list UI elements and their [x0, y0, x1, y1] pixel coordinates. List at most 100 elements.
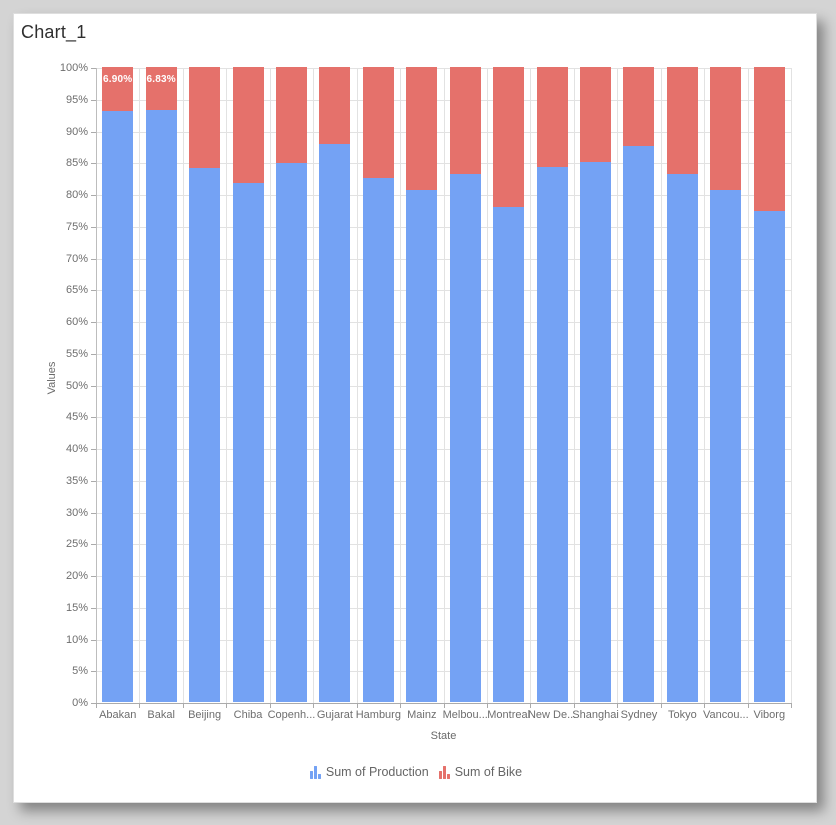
- bar-segment-bike[interactable]: [362, 67, 394, 179]
- stacked-bar: [580, 67, 612, 702]
- bar-segment-bike[interactable]: [666, 67, 698, 174]
- h-gridline: [96, 671, 791, 672]
- h-gridline: [96, 132, 791, 133]
- y-tick-label: 0%: [72, 697, 88, 709]
- stacked-bar: [145, 67, 177, 702]
- legend-item-production[interactable]: Sum of Production: [309, 765, 429, 779]
- bar-segment-bike[interactable]: [493, 67, 525, 207]
- y-axis-tick: [91, 68, 96, 69]
- legend-label-bike: Sum of Bike: [454, 765, 523, 779]
- h-gridline: [96, 195, 791, 196]
- x-axis-tick: [487, 703, 488, 708]
- h-gridline: [96, 544, 791, 545]
- column-chart-icon: [309, 765, 321, 779]
- bar-segment-bike[interactable]: [145, 67, 177, 111]
- stacked-bar: [536, 67, 568, 702]
- x-tick-label: Copenh...: [267, 709, 316, 721]
- bar-segment-production[interactable]: [710, 190, 742, 702]
- x-axis-tick: [530, 703, 531, 708]
- stacked-bar: [319, 67, 351, 702]
- y-tick-label: 95%: [65, 94, 88, 106]
- h-gridline: [96, 608, 791, 609]
- bar-segment-production[interactable]: [666, 173, 698, 702]
- y-tick-label: 50%: [65, 380, 88, 392]
- x-axis-tick: [704, 703, 705, 708]
- bar-segment-production[interactable]: [406, 190, 438, 702]
- bar-segment-production[interactable]: [275, 162, 307, 702]
- bar-segment-production[interactable]: [362, 178, 394, 702]
- bar-segment-production[interactable]: [753, 211, 785, 702]
- bar-segment-bike[interactable]: [319, 67, 351, 144]
- y-tick-label: 35%: [65, 475, 88, 487]
- h-gridline: [96, 100, 791, 101]
- y-axis-tick: [91, 608, 96, 609]
- chart-title: Chart_1: [21, 22, 87, 42]
- h-gridline: [96, 513, 791, 514]
- legend-item-bike[interactable]: Sum of Bike: [438, 765, 523, 779]
- y-axis-tick: [91, 163, 96, 164]
- bar-segment-production[interactable]: [536, 167, 568, 702]
- x-tick-label: Chiba: [233, 709, 263, 721]
- x-tick-label: Mainz: [407, 709, 437, 721]
- bar-segment-bike[interactable]: [189, 67, 221, 168]
- h-gridline: [96, 640, 791, 641]
- x-tick-label: Vancou...: [703, 709, 749, 721]
- h-gridline: [96, 576, 791, 577]
- y-tick-label: 40%: [65, 443, 88, 455]
- y-tick-label: 5%: [72, 665, 88, 677]
- x-axis-tick: [617, 703, 618, 708]
- stacked-bar: [753, 67, 785, 702]
- v-gridline: [748, 68, 749, 703]
- bar-segment-production[interactable]: [189, 167, 221, 702]
- bar-segment-production[interactable]: [623, 146, 655, 702]
- stacked-bar: [232, 67, 264, 702]
- y-tick-label: 30%: [65, 507, 88, 519]
- v-gridline: [617, 68, 618, 703]
- y-axis-tick: [91, 100, 96, 101]
- bar-segment-bike[interactable]: [623, 67, 655, 147]
- x-tick-label: Bakal: [147, 709, 175, 721]
- legend-label-production: Sum of Production: [325, 765, 429, 779]
- y-axis-tick: [91, 671, 96, 672]
- bar-segment-bike[interactable]: [710, 67, 742, 191]
- bar-segment-bike[interactable]: [406, 67, 438, 191]
- legend: Sum of Production Sum of Bike: [14, 765, 818, 779]
- stacked-bar: [710, 67, 742, 702]
- bar-segment-bike[interactable]: [449, 67, 481, 174]
- bar-segment-production[interactable]: [493, 206, 525, 702]
- bar-segment-production[interactable]: [319, 143, 351, 702]
- v-gridline: [444, 68, 445, 703]
- v-gridline: [400, 68, 401, 703]
- bar-segment-bike[interactable]: [102, 67, 134, 111]
- bar-segment-bike[interactable]: [580, 67, 612, 163]
- x-axis-tick: [661, 703, 662, 708]
- stacked-bar: [189, 67, 221, 702]
- y-tick-label: 65%: [65, 284, 88, 296]
- v-gridline: [704, 68, 705, 703]
- x-tick-label: Tokyo: [668, 709, 697, 721]
- y-tick-label: 25%: [65, 538, 88, 550]
- x-tick-label: Beijing: [188, 709, 222, 721]
- stacked-bar: [275, 67, 307, 702]
- x-axis-tick: [400, 703, 401, 708]
- bar-segment-bike[interactable]: [753, 67, 785, 212]
- y-axis-line: [96, 68, 97, 703]
- bar-segment-production[interactable]: [145, 110, 177, 702]
- x-tick-label: New De...: [527, 709, 577, 721]
- v-gridline: [226, 68, 227, 703]
- chart-widget-card: Chart_1 Values 0% 5% 10% 15% 20% 25% 30% 35% 40%…: [13, 13, 817, 803]
- x-axis-tick: [183, 703, 184, 708]
- bar-segment-production[interactable]: [232, 182, 264, 702]
- bar-segment-bike[interactable]: [275, 67, 307, 163]
- h-gridline: [96, 417, 791, 418]
- x-axis-tick: [139, 703, 140, 708]
- y-axis-tick: [91, 417, 96, 418]
- bar-segment-bike[interactable]: [232, 67, 264, 183]
- v-gridline: [183, 68, 184, 703]
- bar-segment-production[interactable]: [580, 162, 612, 702]
- v-gridline: [487, 68, 488, 703]
- bar-segment-bike[interactable]: [536, 67, 568, 168]
- x-axis-line: [96, 703, 791, 704]
- bar-segment-production[interactable]: [102, 110, 134, 702]
- bar-segment-production[interactable]: [449, 173, 481, 702]
